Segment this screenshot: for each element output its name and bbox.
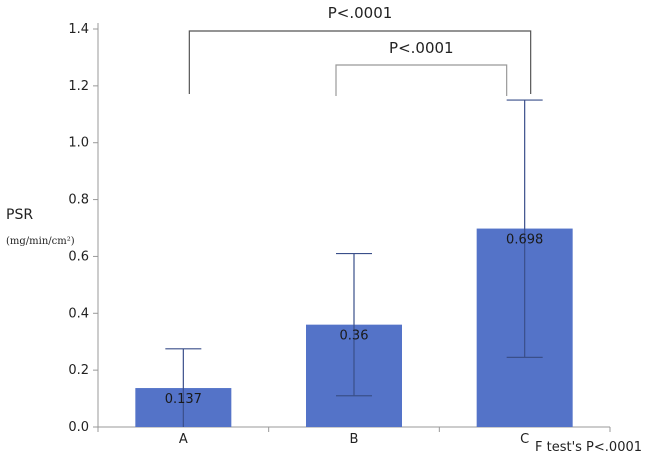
y-tick-label: 0.4 <box>68 306 89 321</box>
y-tick-label: 1.0 <box>68 136 89 151</box>
y-tick-label: 0.0 <box>68 420 89 435</box>
bar-value-label: 0.698 <box>506 233 543 248</box>
y-tick-label: 0.6 <box>68 249 89 264</box>
x-tick-label: B <box>350 432 359 447</box>
y-tick-label: 1.4 <box>68 22 89 37</box>
significance-label: P<.0001 <box>328 4 393 22</box>
y-axis-label: PSR <box>6 207 34 223</box>
significance-bracket <box>335 64 508 96</box>
bar-value-label: 0.36 <box>340 329 369 344</box>
significance-label: P<.0001 <box>389 39 454 57</box>
y-tick-label: 0.2 <box>68 363 89 378</box>
bar-value-label: 0.137 <box>165 392 202 407</box>
significance-bracket <box>188 30 532 94</box>
f-test-note: F test's P<.0001 <box>535 440 643 455</box>
y-axis-unit: (mg/min/cm²) <box>6 236 75 247</box>
y-tick-label: 0.8 <box>68 193 89 208</box>
x-tick-label: C <box>520 432 529 447</box>
y-tick-label: 1.2 <box>68 79 89 94</box>
x-tick-label: A <box>179 432 188 447</box>
